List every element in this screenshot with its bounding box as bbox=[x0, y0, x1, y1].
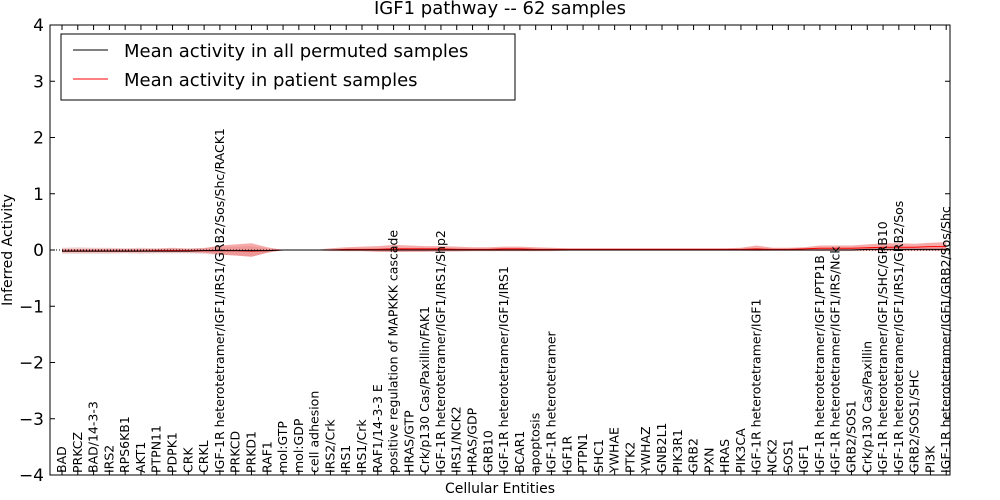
x-tick-label: IGF-1R heterotetramer bbox=[544, 330, 559, 473]
series-line-permuted bbox=[62, 248, 947, 252]
x-tick-label: Crk/p130 Cas/Paxillin bbox=[859, 341, 874, 473]
x-tick-label: IGF-1R heterotetramer/IGF1/IRS1/GRB2/Sos… bbox=[212, 128, 227, 473]
x-tick-label: mol:GDP bbox=[291, 418, 306, 473]
x-tick-label: HRAS bbox=[717, 439, 732, 473]
x-tick-label: IRS1/NCK2 bbox=[449, 406, 464, 473]
x-tick-label: IRS2/Crk bbox=[322, 419, 337, 473]
y-axis-label: Inferred Activity bbox=[0, 194, 16, 306]
x-tick-label: PTPN11 bbox=[149, 425, 164, 473]
x-tick-label: RAF1/14-3-3 E bbox=[370, 384, 385, 473]
x-tick-label: SOS1 bbox=[780, 439, 795, 473]
y-tick-label: −3 bbox=[19, 410, 44, 430]
legend-label-patient: Mean activity in patient samples bbox=[124, 70, 418, 91]
x-tick-label: GRB2/SOS1 bbox=[844, 400, 859, 473]
x-tick-label: IGF1R bbox=[559, 435, 574, 473]
x-tick-label: IGF1 bbox=[796, 444, 811, 473]
y-tick-label: 1 bbox=[33, 185, 44, 205]
x-tick-label: PTPN1 bbox=[575, 433, 590, 473]
y-tick-label: −4 bbox=[19, 466, 44, 486]
x-tick-label: IRS2 bbox=[101, 445, 116, 473]
x-tick-label: PXN bbox=[701, 448, 716, 473]
x-tick-label: RPS6KB1 bbox=[117, 416, 132, 473]
x-tick-label: GRB2/SOS1/SHC bbox=[907, 370, 922, 473]
x-tick-label: Crk/p130 Cas/Paxillin/FAK1 bbox=[417, 306, 432, 473]
x-tick-label: PIK3R1 bbox=[670, 429, 685, 473]
x-axis: BAD PRKCZ BAD/14-3-3 IRS2 RPS6KB1 AKT1 PTPN11 P… bbox=[54, 25, 953, 475]
chart-title: IGF1 pathway -- 62 samples bbox=[374, 0, 626, 19]
legend: Mean activity in all permuted samples Me… bbox=[60, 33, 516, 101]
x-tick-label: BCAR1 bbox=[512, 431, 527, 473]
x-tick-label: PDPK1 bbox=[165, 432, 180, 473]
x-tick-label: HRAS/GTP bbox=[401, 410, 416, 473]
x-tick-label: NCK2 bbox=[765, 439, 780, 473]
x-tick-label: IGF-1R heterotetramer/IGF1/IRS/Nck bbox=[828, 246, 843, 473]
y-tick-label: 2 bbox=[33, 129, 44, 149]
x-tick-label: IRS1 bbox=[338, 445, 353, 473]
x-tick-label: PIK3CA bbox=[733, 428, 748, 473]
x-tick-label: IGF-1R heterotetramer/IGF1/IRS1/Shp2 bbox=[433, 230, 448, 473]
x-tick-label: GRB10 bbox=[480, 430, 495, 473]
x-tick-label: IGF-1R heterotetramer/IGF1/IRS1 bbox=[496, 266, 511, 473]
x-tick-label: BAD bbox=[54, 446, 69, 473]
plot-area bbox=[50, 242, 950, 257]
x-tick-label: CRK bbox=[180, 447, 195, 473]
x-tick-label: GNB2L1 bbox=[654, 423, 669, 473]
x-tick-label: PI3K bbox=[922, 445, 937, 473]
y-tick-label: 0 bbox=[33, 241, 44, 261]
x-axis-label: Cellular Entities bbox=[445, 481, 555, 497]
x-tick-label: SHC1 bbox=[591, 439, 606, 473]
x-tick-label: RAF1 bbox=[259, 441, 274, 473]
x-tick-label: IGF-1R heterotetramer/IGF1/IRS1/GRB2/Sos bbox=[891, 201, 906, 473]
x-tick-label: CRKL bbox=[196, 440, 211, 473]
x-tick-label: IRS1/Crk bbox=[354, 419, 369, 473]
x-tick-label: PRKCZ bbox=[70, 432, 85, 473]
x-tick-label: HRAS/GDP bbox=[465, 407, 480, 473]
x-tick-label: IGF-1R heterotetramer/IGF1/PTP1B bbox=[812, 255, 827, 473]
y-tick-label: −1 bbox=[19, 297, 44, 317]
x-tick-label: cell adhesion bbox=[307, 391, 322, 473]
legend-label-permuted: Mean activity in all permuted samples bbox=[124, 41, 468, 62]
x-tick-label: IGF-1R heterotetramer/IGF1 bbox=[749, 299, 764, 473]
legend-box bbox=[60, 33, 516, 101]
y-tick-label: 3 bbox=[33, 72, 44, 92]
x-tick-label: YWHAZ bbox=[638, 426, 653, 474]
x-tick-label: BAD/14-3-3 bbox=[86, 401, 101, 473]
x-tick-label: apoptosis bbox=[528, 413, 543, 473]
x-tick-label: PTK2 bbox=[622, 442, 637, 473]
band-patient bbox=[62, 242, 947, 257]
y-axis: −4 −3 −2 −1 0 1 2 3 4 bbox=[19, 16, 950, 486]
x-tick-label: PRKCD bbox=[228, 431, 243, 473]
x-tick-label: YWHAE bbox=[607, 427, 622, 474]
x-tick-label: positive regulation of MAPKKK cascade bbox=[386, 230, 401, 473]
x-tick-label: GRB2 bbox=[686, 438, 701, 473]
x-tick-label: IGF-1R heterotetramer/IGF1/SHC/GRB10 bbox=[875, 221, 890, 473]
x-tick-label: AKT1 bbox=[133, 442, 148, 473]
x-tick-label: IGF-1R heterotetramer/IGF1/GRB2/Sos/Shc bbox=[938, 206, 953, 473]
x-tick-label: mol:GTP bbox=[275, 421, 290, 473]
y-tick-label: −2 bbox=[19, 354, 44, 374]
x-tick-label: PRKD1 bbox=[244, 431, 259, 473]
y-tick-label: 4 bbox=[33, 16, 44, 36]
